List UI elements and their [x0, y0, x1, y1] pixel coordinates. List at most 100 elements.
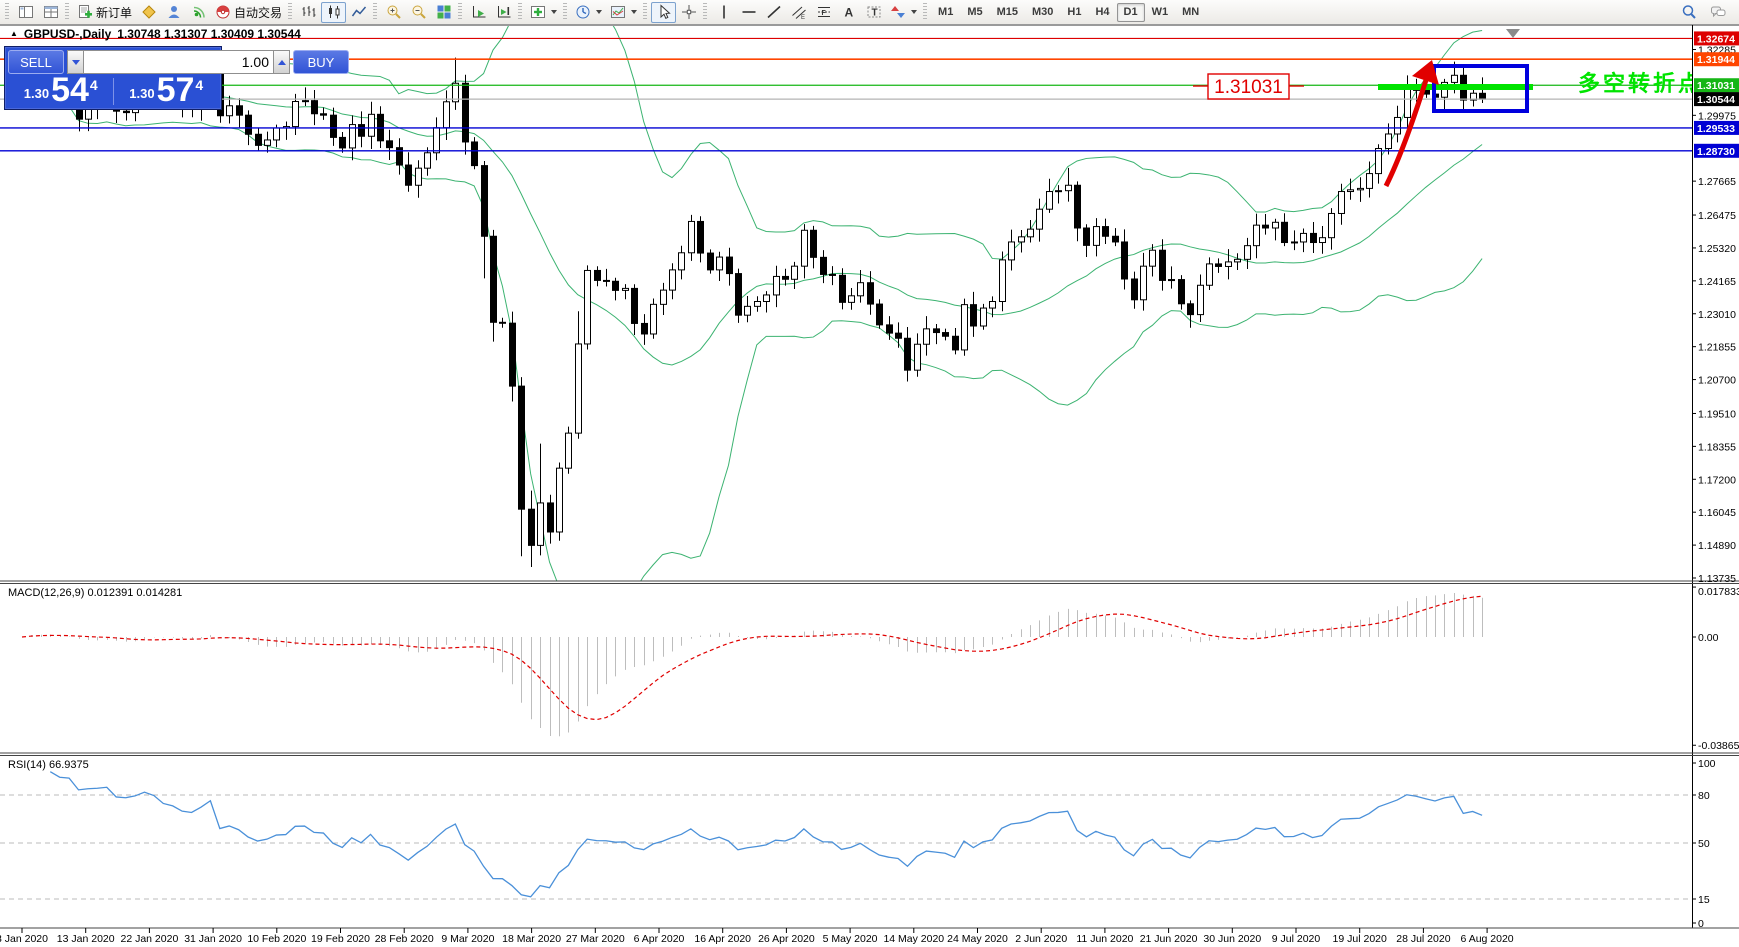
new-order-button[interactable]: 新订单	[73, 2, 136, 23]
rsi-pane[interactable]	[0, 771, 1692, 900]
vertical-line-icon[interactable]	[711, 2, 736, 23]
toolbar-grip[interactable]	[518, 3, 523, 21]
price-scale-tick: 1.16045	[1698, 507, 1736, 519]
price-scale-tick: 1.18355	[1698, 441, 1736, 453]
community-icon[interactable]	[161, 2, 186, 23]
volume-input[interactable]	[84, 50, 273, 74]
volume-increase-button[interactable]	[273, 50, 290, 74]
buy-price-sup: 4	[195, 77, 204, 93]
text-icon[interactable]: A	[836, 2, 861, 23]
support-zone-bar[interactable]	[1378, 84, 1533, 90]
timeframe-M15[interactable]: M15	[990, 3, 1025, 22]
chart-shift-marker-icon[interactable]	[1506, 29, 1520, 38]
zoom-out-icon	[412, 5, 426, 19]
trend-line-icon[interactable]	[761, 2, 786, 23]
line-chart-icon[interactable]	[346, 2, 371, 23]
chart-title: ▲ GBPUSD-,Daily 1.30748 1.31307 1.30409 …	[10, 27, 301, 41]
periods-icon[interactable]	[571, 2, 606, 23]
chat-icon[interactable]	[1705, 2, 1730, 23]
auto-trading-button[interactable]: 自动交易	[211, 2, 286, 23]
market-watch-icon[interactable]	[136, 2, 161, 23]
rsi-scale-tick: 80	[1698, 790, 1710, 802]
macd-pane[interactable]	[21, 593, 1483, 737]
buy-price-prefix: 1.30	[129, 86, 155, 101]
text-label-icon[interactable]: T	[861, 2, 886, 23]
timeframe-W1[interactable]: W1	[1145, 3, 1176, 22]
zoom-in-icon[interactable]	[381, 2, 406, 23]
chat-icon	[1710, 6, 1725, 18]
sell-price[interactable]: 1.30 54 4	[8, 73, 113, 107]
timeframe-H4[interactable]: H4	[1088, 3, 1116, 22]
equidistant-channel-icon[interactable]: E	[786, 2, 811, 23]
buy-price[interactable]: 1.30 57 4	[114, 73, 219, 107]
auto-trading-label: 自动交易	[234, 5, 283, 20]
date-axis-label: 24 May 2020	[947, 933, 1008, 945]
timeframe-MN[interactable]: MN	[1175, 3, 1206, 22]
crosshair-icon[interactable]	[676, 2, 701, 23]
trend-arrow-line[interactable]	[1383, 79, 1429, 188]
horizontal-line-icon[interactable]	[736, 2, 761, 23]
date-axis[interactable]: 3 Jan 2020 13 Jan 2020 22 Jan 2020 31 Jan 2…	[0, 928, 1514, 945]
date-axis-label: 28 Feb 2020	[375, 933, 434, 945]
bar-chart-icon[interactable]	[296, 2, 321, 23]
buy-button[interactable]: BUY	[293, 50, 349, 74]
new-order-icon	[79, 5, 92, 18]
date-axis-label: 9 Jul 2020	[1272, 933, 1321, 945]
volume-decrease-button[interactable]	[67, 50, 84, 74]
arrows-icon[interactable]	[886, 2, 921, 23]
signals-icon	[193, 6, 205, 18]
consolidation-rectangle[interactable]	[1432, 64, 1529, 113]
chart-shift-icon[interactable]	[491, 2, 516, 23]
indicators-icon[interactable]	[526, 2, 561, 23]
toolbar-grip[interactable]	[65, 3, 69, 21]
data-window-icon[interactable]	[38, 2, 63, 23]
sell-button[interactable]: SELL	[8, 50, 64, 74]
timeframe-M1[interactable]: M1	[931, 3, 960, 22]
zoom-out-icon[interactable]	[406, 2, 431, 23]
search-icon	[1682, 5, 1696, 19]
date-axis-label: 21 Jun 2020	[1140, 933, 1198, 945]
sell-price-prefix: 1.30	[23, 86, 50, 101]
candlestick-series	[19, 47, 1486, 568]
price-scale-label: 1.30544	[1697, 94, 1735, 106]
toolbar-grip[interactable]	[5, 3, 9, 21]
price-scale-tick: 1.21855	[1698, 342, 1736, 354]
price-scale-label-box	[1694, 31, 1739, 46]
price-callout-box[interactable]	[1207, 73, 1290, 100]
main-chart-pane[interactable]: 1.31031 多空转折点	[0, 0, 1703, 607]
price-callout-text: 1.31031	[1214, 77, 1283, 98]
rsi-line	[49, 771, 1483, 898]
macd-indicator-label: MACD(12,26,9) 0.012391 0.014281	[8, 587, 183, 599]
auto-scroll-icon[interactable]	[466, 2, 491, 23]
timeframe-D1[interactable]: D1	[1116, 2, 1145, 22]
volume-stepper	[67, 50, 290, 74]
chart-panels-icon[interactable]	[13, 2, 38, 23]
signals-icon[interactable]	[186, 2, 211, 23]
toolbar-grip[interactable]	[563, 3, 568, 21]
timeframe-M5[interactable]: M5	[960, 3, 989, 22]
price-scale-tick: 1.17200	[1698, 474, 1736, 486]
toolbar-grip[interactable]	[288, 3, 293, 21]
toolbar-grip[interactable]	[643, 3, 648, 21]
templates-icon[interactable]	[606, 2, 641, 23]
toolbar-grip[interactable]	[923, 3, 928, 21]
price-scale[interactable]: 1.326741.322851.319441.310311.305441.299…	[1692, 31, 1739, 930]
date-axis-label: 11 Jun 2020	[1076, 933, 1133, 945]
toolbar-grip[interactable]	[373, 3, 378, 21]
timeframe-M30[interactable]: M30	[1025, 3, 1060, 22]
candlestick-chart-icon[interactable]	[321, 1, 347, 23]
timeframe-H1[interactable]: H1	[1060, 3, 1088, 22]
svg-text:E: E	[801, 15, 805, 20]
search-icon[interactable]	[1676, 2, 1701, 23]
bar-chart-icon	[302, 6, 316, 17]
auto-trading-icon	[216, 5, 230, 19]
tile-windows-icon[interactable]	[431, 2, 456, 23]
toolbar-grip[interactable]	[458, 3, 463, 21]
cursor-icon[interactable]	[651, 1, 677, 23]
collapse-triangle-icon[interactable]: ▲	[10, 28, 18, 38]
fibonacci-icon[interactable]: F	[811, 2, 836, 23]
toolbar-grip[interactable]	[703, 3, 708, 21]
bollinger-middle-band	[21, 78, 1483, 366]
